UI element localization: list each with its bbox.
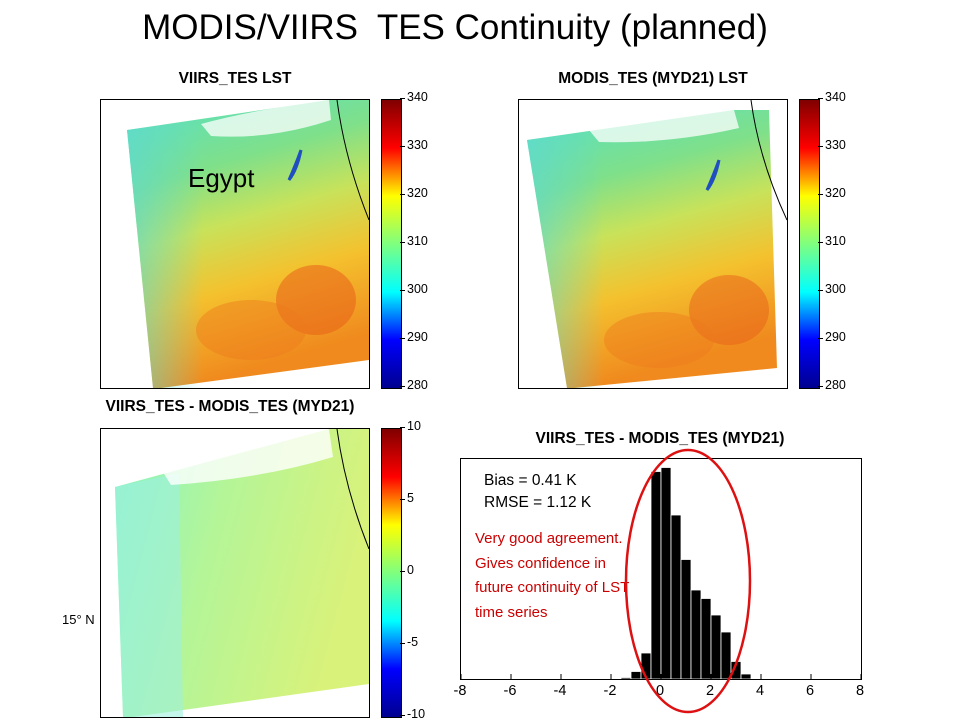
rmse-stat: RMSE = 1.12 K [484, 494, 592, 511]
cb-tick: 280 [400, 378, 428, 392]
cb-tick: 300 [400, 282, 428, 296]
cb-tick: 300 [818, 282, 846, 296]
modis-lst-map [518, 99, 788, 389]
difference-colorbar [381, 428, 402, 718]
difference-map [100, 428, 370, 718]
x-tick-label: 2 [706, 683, 715, 699]
x-tick-label: 8 [856, 683, 865, 699]
x-tick-label: 0 [656, 683, 665, 699]
cb-tick: 10 [400, 419, 421, 433]
cb-tick: 280 [818, 378, 846, 392]
cb-tick: 310 [400, 234, 428, 248]
slide-title: MODIS/VIIRS TES Continuity (planned) [142, 8, 768, 47]
cb-tick: 310 [818, 234, 846, 248]
cb-tick: 290 [818, 330, 846, 344]
modis-lst-colorbar [799, 99, 820, 389]
cb-tick: 340 [818, 90, 846, 104]
cb-tick: 5 [400, 491, 414, 505]
cb-tick: 320 [818, 186, 846, 200]
latitude-label: 15° N [62, 612, 95, 627]
difference-map-title: VIIRS_TES - MODIS_TES (MYD21) [105, 398, 355, 415]
cb-tick: 330 [818, 138, 846, 152]
cb-tick: 340 [400, 90, 428, 104]
x-tick-label: -2 [603, 683, 617, 699]
x-tick-label: 6 [806, 683, 815, 699]
bias-stat: Bias = 0.41 K [484, 472, 577, 489]
highlight-ellipse [624, 448, 752, 714]
x-tick-label: 4 [756, 683, 765, 699]
viirs-lst-colorbar [381, 99, 402, 389]
cb-tick: -5 [399, 635, 419, 649]
histogram-plot-area [460, 458, 862, 680]
modis-lst-title: MODIS_TES (MYD21) LST [558, 70, 748, 87]
viirs-lst-colorbar-ticks: 340 330 320 310 300 290 280 [400, 90, 447, 392]
cb-tick: 0 [400, 563, 414, 577]
cb-tick: 320 [400, 186, 428, 200]
histogram-title: VIIRS_TES - MODIS_TES (MYD21) [535, 430, 785, 447]
agreement-note: Very good agreement. Gives confidence in… [475, 530, 629, 621]
difference-colorbar-ticks: 10 5 0 -5 -10 [399, 419, 447, 721]
cb-tick: 290 [400, 330, 428, 344]
viirs-lst-title: VIIRS_TES LST [178, 70, 292, 87]
histogram-x-ticks: -8 -6 -4 -2 0 2 4 6 8 [0, 683, 960, 705]
cb-tick: 330 [400, 138, 428, 152]
egypt-annotation: Egypt [188, 163, 255, 193]
viirs-lst-map [100, 99, 370, 389]
cb-tick: -10 [399, 707, 426, 721]
x-tick-label: -6 [503, 683, 517, 699]
modis-lst-colorbar-ticks: 340 330 320 310 300 290 280 [818, 90, 865, 392]
x-tick-label: -4 [553, 683, 567, 699]
x-tick-label: -8 [453, 683, 467, 699]
